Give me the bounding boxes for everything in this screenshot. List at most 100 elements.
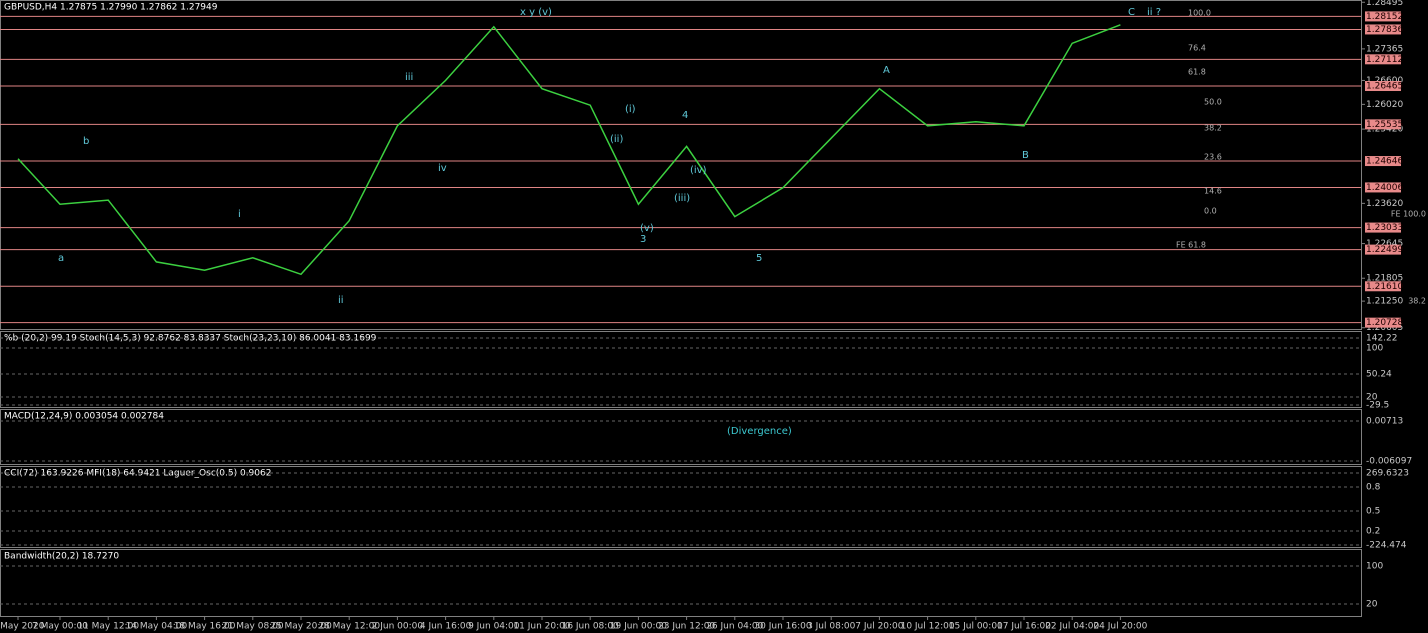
wave-label: iv <box>438 163 447 174</box>
axis-label: 0.2 <box>1366 527 1380 537</box>
level-label: 1.27112 <box>1366 55 1403 65</box>
fib-label: FE 61.8 <box>1176 241 1206 250</box>
x-tick-label: 17 Jul 16:00 <box>997 622 1051 632</box>
x-tick-label: 23 Jun 12:00 <box>658 622 715 632</box>
fib-label: 0.0 <box>1204 207 1217 216</box>
axis-label: 50.24 <box>1366 370 1392 380</box>
level-label: 1.23033 <box>1366 223 1403 233</box>
level-label: 1.24006 <box>1366 183 1403 193</box>
axis-label: 0.8 <box>1366 483 1381 493</box>
wave-label: A <box>883 65 890 76</box>
panel-frames <box>0 0 1362 617</box>
x-tick-label: 14 May 04:00 <box>126 622 188 632</box>
axis-label: 20 <box>1366 393 1378 403</box>
wave-label: (ii) <box>610 134 623 145</box>
wave-label: 3 <box>640 234 646 245</box>
x-tick-label: 11 May 12:00 <box>77 622 139 632</box>
x-tick-label: 16 Jun 08:00 <box>562 622 619 632</box>
y-tick-label: 1.21805 <box>1366 274 1403 284</box>
fib-label: FE 100.0 <box>1391 210 1426 219</box>
x-tick-label: 22 Jul 04:00 <box>1045 622 1099 632</box>
chart-title: GBPUSD,H4 1.27875 1.27990 1.27862 1.2794… <box>4 3 218 13</box>
wave-label: 5 <box>756 253 762 264</box>
x-tick-label: 7 May 00:00 <box>32 622 88 632</box>
wave-label: b <box>83 136 89 147</box>
wave-label: ii ? <box>1147 7 1161 18</box>
wave-label: (i) <box>625 104 636 115</box>
x-tick-label: 10 Jul 12:00 <box>901 622 955 632</box>
y-tick-label: 1.27365 <box>1366 44 1403 54</box>
fib-label: 50.0 <box>1204 98 1222 107</box>
x-tick-label: 24 Jul 20:00 <box>1093 622 1147 632</box>
fib-label: 38.2 <box>1204 124 1222 133</box>
level-box <box>1365 54 1401 65</box>
level-box <box>1365 11 1401 22</box>
wave-label: iii <box>405 72 413 83</box>
fib-label: 23.6 <box>1204 153 1222 162</box>
wave-label: i <box>238 209 241 220</box>
y-tick-label: 1.20605 <box>1366 323 1403 333</box>
fib-label: 100.0 <box>1188 9 1211 18</box>
level-label: 1.24646 <box>1366 157 1403 167</box>
x-tick-label: 4 May 2020 <box>0 622 45 632</box>
level-box <box>1365 317 1401 328</box>
y-tick-label: 1.26020 <box>1366 100 1403 110</box>
x-tick-label: 7 Jul 20:00 <box>855 622 904 632</box>
fib-label: 38.2 <box>1408 297 1426 306</box>
fib-label: 61.8 <box>1188 68 1206 77</box>
wave-label: 4 <box>682 110 688 121</box>
fib-label: 76.4 <box>1188 44 1206 53</box>
level-box <box>1365 24 1401 35</box>
level-box <box>1365 119 1401 130</box>
wave-label: (iv) <box>690 165 707 176</box>
y-tick-label: 1.25420 <box>1366 125 1403 135</box>
axis-label: -224.474 <box>1366 541 1407 551</box>
price-line <box>17 24 1121 276</box>
axis-label: 142.22 <box>1366 334 1398 344</box>
wave-label: ii <box>338 295 344 306</box>
axis-label: -29.5 <box>1366 401 1389 411</box>
axis-label: 100 <box>1366 562 1383 572</box>
wave-label: B <box>1022 150 1029 161</box>
level-label: 1.20728 <box>1366 318 1403 328</box>
level-label: 1.27836 <box>1366 25 1403 35</box>
level-label: 1.25535 <box>1366 120 1403 130</box>
wave-label: (v) <box>640 223 654 234</box>
y-tick-label: 1.23620 <box>1366 199 1403 209</box>
x-tick-label: 15 Jul 00:00 <box>949 622 1003 632</box>
fib-label: 14.6 <box>1204 187 1222 196</box>
x-tick-label: 9 Jun 04:00 <box>468 622 520 632</box>
x-tick-label: 3 Jul 08:00 <box>807 622 856 632</box>
wave-label: x y (v) <box>520 7 552 18</box>
wave-label: C <box>1128 7 1135 18</box>
axis-label: 0.00713 <box>1366 417 1403 427</box>
axis-label: -0.006097 <box>1366 457 1412 467</box>
x-tick-label: 21 May 08:00 <box>222 622 284 632</box>
level-box <box>1365 244 1401 255</box>
x-tick-label: 30 Jun 16:00 <box>754 622 811 632</box>
axis-label: 100 <box>1366 344 1383 354</box>
level-box <box>1365 182 1401 193</box>
x-tick-label: 25 May 20:00 <box>270 622 332 632</box>
axis-label: 269.6323 <box>1366 469 1409 479</box>
level-label: 1.21610 <box>1366 282 1403 292</box>
y-tick-label: 1.28495 <box>1366 0 1403 8</box>
level-box <box>1365 156 1401 167</box>
level-label: 1.26465 <box>1366 82 1403 92</box>
panel-title: %b (20,2) 99.19 Stoch(14,5,3) 92.8762 83… <box>4 334 377 344</box>
x-tick-label: 2 Jun 00:00 <box>372 622 424 632</box>
x-tick-label: 28 May 12:00 <box>318 622 380 632</box>
level-label: 1.22499 <box>1366 245 1403 255</box>
axis-label: 0.5 <box>1366 507 1380 517</box>
axis-label: 20 <box>1366 600 1378 610</box>
panel-title: Bandwidth(20,2) 18.7270 <box>4 552 119 562</box>
level-box <box>1365 222 1401 233</box>
wave-label: a <box>58 253 64 264</box>
level-box <box>1365 81 1401 92</box>
x-tick-label: 4 Jun 16:00 <box>420 622 472 632</box>
y-tick-label: 1.21250 <box>1366 297 1403 307</box>
annotation: (Divergence) <box>727 426 792 437</box>
y-tick-label: 1.26600 <box>1366 76 1403 86</box>
